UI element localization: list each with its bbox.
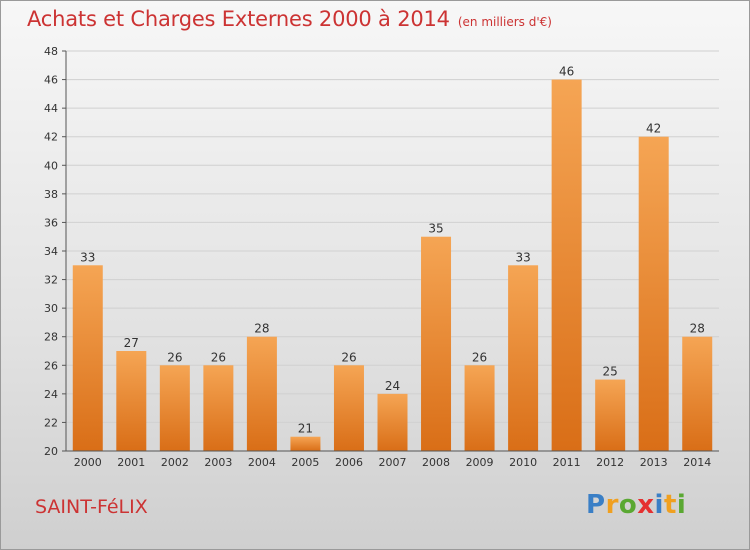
y-axis: 20 22 24 26 28 30 32 34 36 38 40 42 44 46 48 bbox=[44, 45, 67, 458]
data-label: 24 bbox=[385, 379, 400, 393]
y-tick-label: 34 bbox=[44, 245, 58, 258]
y-tick-label: 42 bbox=[44, 131, 58, 144]
y-tick-label: 48 bbox=[44, 45, 58, 58]
bar-2013 bbox=[638, 136, 669, 451]
bar-2014 bbox=[682, 336, 713, 451]
x-tick-label: 2011 bbox=[553, 456, 581, 469]
chart-title: Achats et Charges Externes 2000 à 2014 (e… bbox=[27, 7, 552, 31]
y-tick-label: 20 bbox=[44, 445, 58, 458]
title-text: Achats et Charges Externes 2000 à 2014 bbox=[27, 7, 450, 31]
bar-2001 bbox=[116, 351, 147, 451]
y-tick-label: 28 bbox=[44, 331, 58, 344]
logo-letter: P bbox=[586, 490, 606, 520]
logo-letter: i bbox=[676, 490, 687, 520]
bar-2006 bbox=[333, 365, 364, 451]
x-tick-label: 2006 bbox=[335, 456, 363, 469]
logo-letter: r bbox=[605, 490, 619, 520]
y-tick-label: 36 bbox=[44, 216, 58, 229]
x-axis: 2000 2001 2002 2003 2004 2005 2006 2007 2008 2009… bbox=[66, 450, 719, 469]
y-tick-label: 26 bbox=[44, 359, 58, 372]
chart-subtitle: (en milliers d'€) bbox=[457, 15, 552, 29]
y-tick-label: 32 bbox=[44, 274, 58, 287]
bar-2003 bbox=[203, 365, 234, 451]
data-label: 33 bbox=[515, 250, 530, 264]
x-tick-label: 2013 bbox=[640, 456, 668, 469]
data-label: 26 bbox=[167, 350, 182, 364]
data-label: 25 bbox=[603, 365, 618, 379]
data-label: 26 bbox=[211, 350, 226, 364]
data-label: 42 bbox=[646, 122, 661, 136]
x-tick-label: 2001 bbox=[117, 456, 145, 469]
bar-2011 bbox=[551, 79, 582, 452]
y-tick-label: 44 bbox=[44, 102, 58, 115]
logo-letter: x bbox=[637, 490, 655, 520]
x-tick-label: 2014 bbox=[683, 456, 711, 469]
data-label: 28 bbox=[690, 322, 705, 336]
bar-2012 bbox=[595, 379, 626, 451]
y-tick-label: 30 bbox=[44, 302, 58, 315]
data-label: 28 bbox=[254, 322, 269, 336]
logo-letter: i bbox=[654, 490, 664, 520]
y-tick-label: 46 bbox=[44, 74, 58, 87]
x-tick-label: 2003 bbox=[204, 456, 232, 469]
data-label: 26 bbox=[472, 350, 487, 364]
x-tick-label: 2000 bbox=[74, 456, 102, 469]
bar-2007 bbox=[377, 393, 408, 451]
x-tick-label: 2012 bbox=[596, 456, 624, 469]
logo-letter: t bbox=[663, 490, 677, 520]
proxiti-logo: Proxiti bbox=[586, 490, 686, 520]
x-tick-label: 2005 bbox=[291, 456, 319, 469]
bar-2000 bbox=[72, 265, 103, 451]
bar-2009 bbox=[464, 365, 495, 451]
logo-letter: o bbox=[618, 490, 638, 520]
bar-2004 bbox=[246, 336, 277, 451]
x-tick-label: 2007 bbox=[379, 456, 407, 469]
bar-2002 bbox=[159, 365, 190, 451]
x-tick-label: 2010 bbox=[509, 456, 537, 469]
y-tick-label: 24 bbox=[44, 388, 58, 401]
data-label: 33 bbox=[80, 250, 95, 264]
y-tick-label: 38 bbox=[44, 188, 58, 201]
x-tick-label: 2002 bbox=[161, 456, 189, 469]
y-tick-label: 40 bbox=[44, 159, 58, 172]
data-label: 21 bbox=[298, 422, 313, 436]
bar-2008 bbox=[421, 236, 452, 451]
bar-2005 bbox=[290, 436, 321, 451]
bars: 33 27 26 26 28 21 26 24 35 26 33 46 25 42 28 bbox=[72, 65, 713, 452]
x-tick-label: 2008 bbox=[422, 456, 450, 469]
data-label: 26 bbox=[341, 350, 356, 364]
commune-name: SAINT-FéLIX bbox=[35, 496, 148, 518]
data-label: 35 bbox=[428, 222, 443, 236]
x-tick-label: 2004 bbox=[248, 456, 276, 469]
y-tick-label: 22 bbox=[44, 416, 58, 429]
bar-2010 bbox=[508, 265, 539, 451]
data-label: 46 bbox=[559, 65, 574, 79]
data-label: 27 bbox=[124, 336, 139, 350]
x-tick-label: 2009 bbox=[466, 456, 494, 469]
